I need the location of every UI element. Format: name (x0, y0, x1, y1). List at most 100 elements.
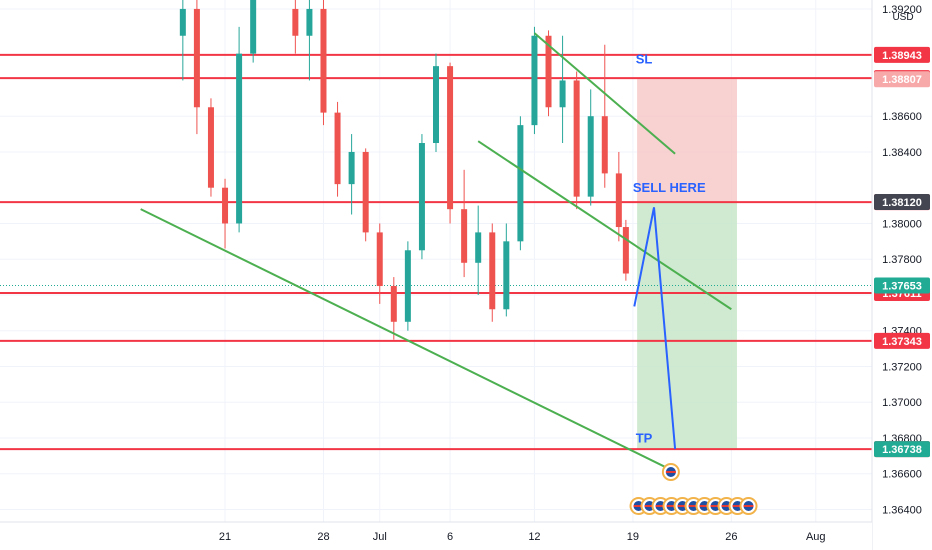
price-badge: 1.38120 (874, 194, 930, 211)
chart-grid (0, 0, 872, 522)
candle (404, 241, 411, 331)
candle (207, 98, 214, 197)
price-tick-label: 1.38400 (882, 147, 922, 159)
candle-body (559, 80, 566, 108)
candle-body (517, 125, 524, 242)
candle-body (320, 8, 327, 113)
price-badge: 1.38807 (874, 71, 930, 88)
candle-body (404, 250, 411, 322)
price-badge: 1.37343 (874, 332, 930, 349)
position-zones (637, 79, 737, 450)
candle-body (179, 8, 186, 36)
candle-body (292, 8, 299, 36)
time-tick-label: Aug (806, 531, 826, 543)
candle-body (461, 209, 468, 263)
projection-path[interactable] (633, 207, 677, 450)
svg-text:1.38120: 1.38120 (882, 197, 922, 209)
candle (573, 71, 580, 210)
candle (418, 134, 425, 260)
trendline[interactable] (140, 208, 670, 470)
candle (559, 35, 566, 144)
price-tick-label: 1.37200 (882, 361, 922, 373)
candle (222, 178, 229, 249)
projection[interactable] (633, 207, 677, 450)
candle-body (601, 116, 608, 174)
candle (531, 26, 538, 135)
time-axis-ticks: 21 28 Jul 6 12 19 26 Aug (219, 531, 826, 543)
time-tick-label: 19 (627, 531, 639, 543)
price-badge: 1.36738 (874, 441, 930, 458)
candle-body (587, 116, 594, 197)
time-tick-label: 28 (317, 531, 329, 543)
svg-text:1.38807: 1.38807 (882, 74, 922, 86)
candle (587, 89, 594, 206)
candle (601, 44, 608, 188)
candle (517, 116, 524, 251)
price-tick-label: 1.37800 (882, 254, 922, 266)
candle-body (531, 35, 538, 126)
candle-body (615, 173, 622, 228)
candle (433, 53, 439, 152)
economic-events[interactable] (629, 463, 758, 515)
economic-event-flag-icon[interactable] (739, 497, 758, 515)
candle (622, 219, 629, 281)
candle-body (376, 232, 383, 287)
annotation-sl: SL (636, 51, 653, 66)
price-badge: 1.37653 (874, 277, 930, 294)
candle-body (622, 227, 629, 274)
candle (334, 101, 341, 197)
candle-body (236, 53, 243, 224)
candle-body (207, 107, 214, 188)
candle-body (222, 187, 229, 224)
price-tick-label: 1.37000 (882, 397, 922, 409)
time-tick-label: 12 (528, 531, 540, 543)
candle-body (573, 80, 580, 197)
price-tick-label: 1.39200 (882, 4, 922, 16)
svg-text:1.38943: 1.38943 (882, 50, 922, 62)
candle-body (348, 151, 355, 185)
svg-text:1.36738: 1.36738 (882, 444, 922, 456)
candle-body (418, 143, 425, 251)
time-tick-label: 6 (447, 531, 453, 543)
candle (503, 223, 510, 317)
candle-body (193, 8, 200, 108)
price-tick-label: 1.36600 (882, 469, 922, 481)
time-tick-label: 26 (725, 531, 737, 543)
candles (179, 0, 629, 340)
candle (236, 26, 243, 233)
trendline[interactable] (533, 32, 676, 155)
price-axis-ticks: 1.364001.366001.368001.370001.372001.374… (882, 4, 922, 517)
candle-body (362, 151, 369, 233)
candle-body (489, 232, 496, 310)
candle (193, 0, 200, 135)
candle (292, 0, 299, 54)
candle (306, 0, 313, 81)
trendlines[interactable] (140, 32, 732, 470)
currency-label: USD (892, 12, 913, 23)
candle (615, 151, 622, 242)
candle-body (433, 66, 439, 144)
candle-body (475, 232, 482, 263)
time-tick-label: 21 (219, 531, 231, 543)
time-tick-label: Jul (373, 531, 387, 543)
candle-body (306, 8, 313, 36)
candle-body (390, 286, 397, 322)
economic-event-flag-icon[interactable] (661, 463, 680, 481)
price-axis[interactable] (872, 0, 932, 550)
trendline[interactable] (477, 140, 732, 311)
annotation-sell-here: SELL HERE (633, 180, 706, 195)
candle (250, 0, 257, 63)
candle (475, 205, 482, 295)
take-profit-zone (637, 202, 737, 450)
candle (390, 277, 397, 340)
price-badge: 1.38943 (874, 46, 930, 63)
annotations: SL SELL HERE TP (633, 51, 706, 445)
time-axis[interactable] (0, 522, 872, 550)
svg-text:1.37653: 1.37653 (882, 280, 922, 292)
annotation-tp: TP (636, 430, 653, 445)
candle (179, 0, 186, 81)
price-tick-label: 1.38600 (882, 111, 922, 123)
candle (489, 223, 496, 322)
